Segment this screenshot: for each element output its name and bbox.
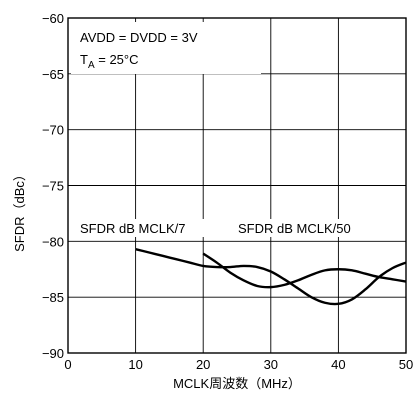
x-tick-label: 20 <box>196 357 210 372</box>
tick-labels: 0 10 20 30 40 50 −90 −85 −80 −75 −70 −65 −60 <box>42 11 413 372</box>
series-line-mclk50 <box>202 252 407 289</box>
condition-annotation-voltage: AVDD = DVDD = 3V <box>80 30 198 45</box>
x-tick-label: 30 <box>264 357 278 372</box>
x-axis-label: MCLK周波数（MHz） <box>173 376 301 391</box>
label-background <box>76 219 220 237</box>
y-axis-label: SFDR（dBc） <box>12 168 27 252</box>
y-tick-label: −60 <box>42 11 64 26</box>
y-tick-label: −70 <box>42 123 64 138</box>
x-tick-label: 40 <box>331 357 345 372</box>
y-tick-label: −85 <box>42 290 64 305</box>
series-label-mclk7: SFDR dB MCLK/7 <box>80 221 185 236</box>
x-tick-label: 10 <box>128 357 142 372</box>
y-tick-label: −65 <box>42 67 64 82</box>
x-tick-label: 0 <box>64 357 71 372</box>
series-line-mclk7 <box>135 247 407 306</box>
series-label-mclk50: SFDR dB MCLK/50 <box>238 221 351 236</box>
condition-annotation-temperature: TA = 25°C <box>80 52 139 71</box>
grid <box>67 17 407 354</box>
label-background <box>71 22 261 74</box>
y-tick-label: −75 <box>42 179 64 194</box>
x-tick-label: 50 <box>399 357 413 372</box>
label-background <box>234 219 402 237</box>
plot-frame <box>67 17 407 354</box>
y-tick-label: −80 <box>42 234 64 249</box>
y-tick-label: −90 <box>42 346 64 361</box>
series-lines <box>135 247 407 306</box>
